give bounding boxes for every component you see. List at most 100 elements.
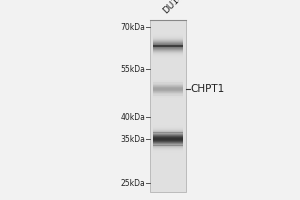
Bar xyxy=(153,151,183,152)
Bar xyxy=(153,35,183,36)
Bar xyxy=(153,53,183,54)
Bar xyxy=(153,97,183,98)
Bar xyxy=(153,32,183,33)
Bar xyxy=(153,130,183,131)
Bar xyxy=(153,143,183,144)
Bar xyxy=(153,154,183,155)
Bar xyxy=(153,98,183,99)
Bar xyxy=(153,31,183,32)
Bar xyxy=(153,88,183,89)
Bar xyxy=(153,50,183,51)
Bar xyxy=(153,36,183,37)
Bar xyxy=(153,82,183,83)
Bar xyxy=(153,127,183,128)
Bar xyxy=(153,152,183,153)
Bar xyxy=(153,43,183,44)
Bar xyxy=(153,140,183,141)
Bar xyxy=(153,83,183,84)
Bar xyxy=(153,100,183,101)
Bar xyxy=(153,128,183,129)
Bar xyxy=(153,78,183,79)
Text: 35kDa: 35kDa xyxy=(121,134,146,144)
Bar xyxy=(153,138,183,139)
Bar xyxy=(153,85,183,86)
Bar xyxy=(153,146,183,147)
Bar xyxy=(153,132,183,133)
Bar xyxy=(153,125,183,126)
Bar xyxy=(153,144,183,145)
Bar xyxy=(153,77,183,78)
Bar xyxy=(153,132,183,133)
Bar xyxy=(153,84,183,85)
Bar xyxy=(153,150,183,151)
Bar xyxy=(153,48,183,49)
Bar xyxy=(153,86,183,87)
Bar xyxy=(153,54,183,55)
Bar xyxy=(153,57,183,58)
Bar xyxy=(153,52,183,53)
Bar xyxy=(153,80,183,81)
Bar xyxy=(153,41,183,42)
Bar xyxy=(153,51,183,52)
Bar xyxy=(153,91,183,92)
Bar xyxy=(153,99,183,100)
Bar xyxy=(153,94,183,95)
Bar xyxy=(150,20,186,192)
Bar xyxy=(153,49,183,50)
Bar xyxy=(153,46,183,47)
Bar xyxy=(153,134,183,135)
Bar xyxy=(153,96,183,97)
Text: 70kDa: 70kDa xyxy=(121,22,146,31)
Bar xyxy=(153,124,183,125)
Bar xyxy=(153,42,183,43)
Bar xyxy=(153,129,183,130)
Bar xyxy=(153,81,183,82)
Bar xyxy=(153,37,183,38)
Bar xyxy=(153,136,183,137)
Bar xyxy=(153,149,183,150)
Bar xyxy=(153,58,183,59)
Text: 55kDa: 55kDa xyxy=(121,64,146,73)
Bar xyxy=(153,95,183,96)
Text: DU145: DU145 xyxy=(162,0,190,15)
Bar xyxy=(153,126,183,127)
Bar xyxy=(153,145,183,146)
Bar xyxy=(153,148,183,149)
Text: CHPT1: CHPT1 xyxy=(190,84,225,94)
Bar xyxy=(153,87,183,88)
Bar xyxy=(153,82,183,83)
Bar xyxy=(153,147,183,148)
Bar xyxy=(153,145,183,146)
Bar xyxy=(153,56,183,57)
Bar xyxy=(153,133,183,134)
Bar xyxy=(153,46,183,47)
Bar xyxy=(153,92,183,93)
Bar xyxy=(153,33,183,34)
Bar xyxy=(153,137,183,138)
Bar xyxy=(153,45,183,46)
Bar xyxy=(153,59,183,60)
Bar xyxy=(153,89,183,90)
Bar xyxy=(153,142,183,143)
Bar xyxy=(153,40,183,41)
Bar xyxy=(153,139,183,140)
Bar xyxy=(153,55,183,56)
Bar xyxy=(153,93,183,94)
Bar xyxy=(153,131,183,132)
Bar xyxy=(153,47,183,48)
Bar xyxy=(153,135,183,136)
Text: 25kDa: 25kDa xyxy=(121,178,146,188)
Bar xyxy=(153,44,183,45)
Bar xyxy=(153,90,183,91)
Bar xyxy=(153,153,183,154)
Text: 40kDa: 40kDa xyxy=(121,112,146,121)
Bar xyxy=(153,141,183,142)
Bar xyxy=(153,38,183,39)
Bar xyxy=(153,60,183,61)
Bar xyxy=(153,34,183,35)
Bar xyxy=(153,123,183,124)
Bar xyxy=(153,95,183,96)
Bar xyxy=(153,39,183,40)
Bar xyxy=(153,45,183,46)
Bar xyxy=(153,79,183,80)
